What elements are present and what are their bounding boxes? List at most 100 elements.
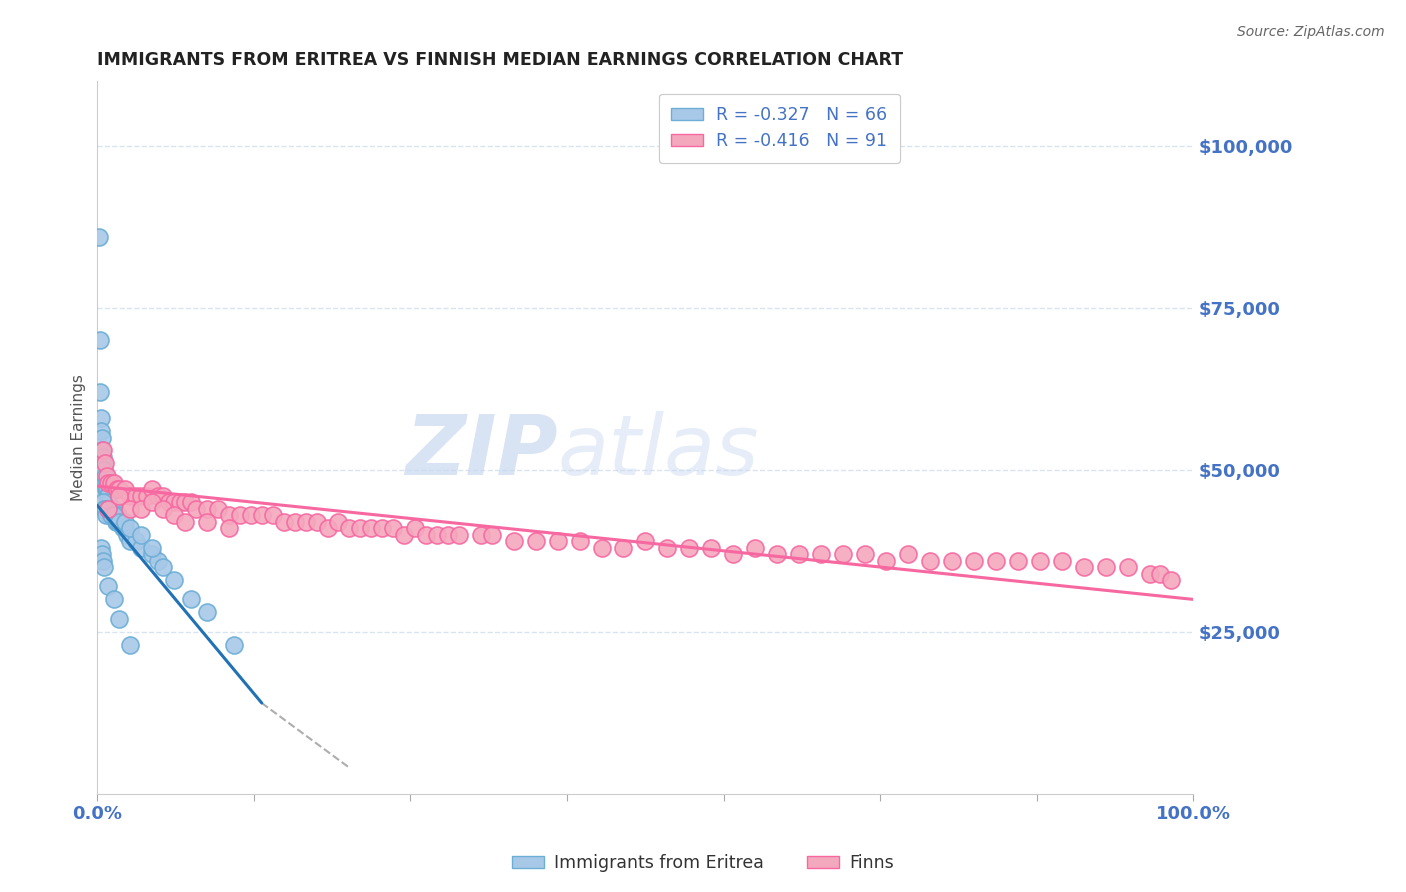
Point <box>169 495 191 509</box>
Point <box>394 527 416 541</box>
Point <box>100 501 122 516</box>
Point <box>129 527 152 541</box>
Y-axis label: Median Earnings: Median Earnings <box>72 374 86 501</box>
Point <box>93 463 115 477</box>
Point <box>218 521 240 535</box>
Point <box>224 638 246 652</box>
Point <box>179 592 201 607</box>
Point <box>103 475 125 490</box>
Point <box>524 534 547 549</box>
Point <box>284 515 307 529</box>
Point <box>294 515 316 529</box>
Point <box>125 534 148 549</box>
Point <box>90 411 112 425</box>
Point <box>141 495 163 509</box>
Point <box>195 605 218 619</box>
Point <box>110 515 132 529</box>
Point <box>103 501 125 516</box>
Point <box>100 508 122 523</box>
Point <box>94 469 117 483</box>
Point <box>91 443 114 458</box>
Point <box>634 534 657 549</box>
Point <box>96 483 118 497</box>
Point <box>114 521 136 535</box>
Legend: R = -0.327   N = 66, R = -0.416   N = 91: R = -0.327 N = 66, R = -0.416 N = 91 <box>659 94 900 162</box>
Point <box>97 501 120 516</box>
Point <box>97 501 120 516</box>
Point <box>94 508 117 523</box>
Point <box>97 489 120 503</box>
Point <box>316 521 339 535</box>
Point <box>963 553 986 567</box>
Point <box>1029 553 1052 567</box>
Point <box>360 521 382 535</box>
Point <box>94 501 117 516</box>
Point <box>114 515 136 529</box>
Point <box>415 527 437 541</box>
Text: atlas: atlas <box>558 411 759 492</box>
Point <box>120 534 142 549</box>
Point <box>100 475 122 490</box>
Point <box>218 508 240 523</box>
Point <box>447 527 470 541</box>
Point <box>195 501 218 516</box>
Point <box>90 541 112 555</box>
Point <box>250 508 273 523</box>
Point <box>97 579 120 593</box>
Point <box>108 515 131 529</box>
Point <box>426 527 449 541</box>
Point <box>152 489 174 503</box>
Point <box>1149 566 1171 581</box>
Point <box>104 515 127 529</box>
Point <box>129 501 152 516</box>
Point <box>470 527 492 541</box>
Point <box>612 541 634 555</box>
Point <box>141 541 163 555</box>
Point <box>129 541 152 555</box>
Point <box>184 501 207 516</box>
Point <box>853 547 876 561</box>
Point <box>657 541 679 555</box>
Point <box>1139 566 1161 581</box>
Legend: Immigrants from Eritrea, Finns: Immigrants from Eritrea, Finns <box>505 847 901 879</box>
Point <box>96 469 118 483</box>
Point <box>120 501 142 516</box>
Point <box>96 489 118 503</box>
Point <box>305 515 328 529</box>
Point <box>371 521 394 535</box>
Point <box>339 521 361 535</box>
Point <box>97 501 120 516</box>
Point <box>787 547 810 561</box>
Point <box>1160 573 1182 587</box>
Point <box>108 515 131 529</box>
Point <box>98 501 121 516</box>
Point <box>103 508 125 523</box>
Point <box>97 495 120 509</box>
Text: Source: ZipAtlas.com: Source: ZipAtlas.com <box>1237 25 1385 39</box>
Point <box>93 463 115 477</box>
Point <box>89 334 111 348</box>
Point <box>91 495 114 509</box>
Point <box>120 489 142 503</box>
Point <box>89 385 111 400</box>
Point <box>174 515 197 529</box>
Point <box>920 553 942 567</box>
Point <box>349 521 371 535</box>
Point <box>273 515 295 529</box>
Point <box>97 475 120 490</box>
Point <box>104 508 127 523</box>
Point <box>103 508 125 523</box>
Point <box>120 638 142 652</box>
Point <box>91 450 114 464</box>
Point <box>163 508 186 523</box>
Point <box>146 489 169 503</box>
Point <box>146 553 169 567</box>
Point <box>207 501 229 516</box>
Point <box>174 495 197 509</box>
Point <box>810 547 832 561</box>
Point <box>107 508 129 523</box>
Point <box>262 508 284 523</box>
Point <box>93 457 115 471</box>
Point <box>568 534 591 549</box>
Point <box>152 501 174 516</box>
